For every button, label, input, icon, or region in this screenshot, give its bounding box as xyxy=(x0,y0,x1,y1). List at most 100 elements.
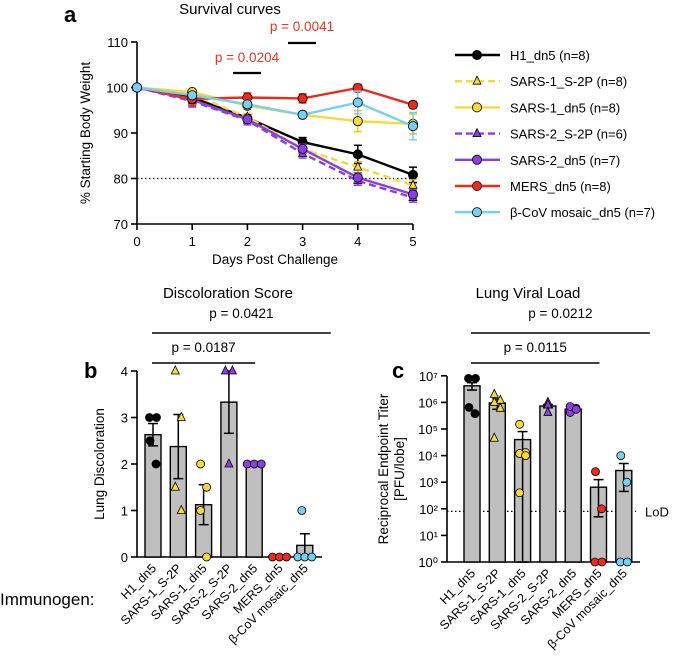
x-tick-label-a: 3 xyxy=(299,234,306,249)
data-point xyxy=(408,179,418,189)
data-point xyxy=(407,121,418,132)
y-tick-label-a: 80 xyxy=(114,172,128,187)
data-point xyxy=(616,451,626,461)
legend-marker xyxy=(471,102,482,113)
y-axis-title-c-line1: Reciprocal Endpoint Titer xyxy=(376,393,391,544)
y-tick-label-b: 3 xyxy=(121,411,128,426)
data-point xyxy=(353,161,363,171)
data-point xyxy=(170,481,180,491)
legend-marker xyxy=(472,75,482,85)
data-point xyxy=(515,419,524,429)
series-line xyxy=(136,86,414,106)
legend-marker xyxy=(472,127,482,138)
chart-title-b: Discoloration Score xyxy=(163,285,293,302)
data-point xyxy=(407,99,418,110)
legend-label: MERS_dn5 (n=8) xyxy=(510,179,611,194)
data-point xyxy=(152,413,161,422)
comparison-p-value: p = 0.0421 xyxy=(209,306,273,321)
data-point xyxy=(196,506,206,515)
bar-SARS-2_dn5 xyxy=(564,408,582,563)
y-tick-label-c: 10⁵ xyxy=(418,422,438,437)
y-tick-label-b: 1 xyxy=(121,504,128,519)
data-point xyxy=(220,365,231,375)
comparison-p-value: p = 0.0115 xyxy=(504,340,567,355)
y-tick-label-b: 2 xyxy=(121,457,128,472)
data-point xyxy=(471,373,480,383)
data-point xyxy=(224,458,234,468)
y-tick-label-c: 10² xyxy=(419,502,438,517)
chart-title-a: Survival curves xyxy=(179,1,281,18)
data-point xyxy=(297,143,308,154)
series-line xyxy=(136,86,414,128)
x-axis-title-a: Days Post Challenge xyxy=(212,252,338,267)
data-point xyxy=(521,451,530,461)
data-point xyxy=(242,114,253,125)
data-point xyxy=(176,411,186,421)
legend-label: β-CoV mosaic_dn5 (n=7) xyxy=(510,205,655,220)
y-tick-label-a: 70 xyxy=(114,217,128,232)
legend-label: SARS-2_dn5 (n=7) xyxy=(510,153,620,168)
data-point xyxy=(145,436,155,446)
y-tick-label-a: 110 xyxy=(107,35,128,50)
data-point xyxy=(352,172,363,183)
data-point xyxy=(591,467,600,477)
x-tick-label-a: 1 xyxy=(189,234,196,249)
comparison-p-value: p = 0.0187 xyxy=(172,340,236,355)
legend-label: SARS-2_S-2P (n=6) xyxy=(510,127,627,142)
data-point xyxy=(489,396,499,406)
data-point xyxy=(543,406,553,416)
data-point xyxy=(297,109,308,120)
data-point xyxy=(407,189,418,200)
data-point xyxy=(489,388,499,398)
lod-label: LoD xyxy=(645,504,669,519)
y-axis-title-b: Lung Discoloration xyxy=(92,408,107,520)
data-point xyxy=(196,459,206,469)
data-point xyxy=(256,459,266,469)
y-tick-label-c: 10⁰ xyxy=(418,555,438,570)
data-point xyxy=(622,477,632,487)
data-point xyxy=(227,365,238,375)
data-point xyxy=(407,169,418,180)
bar-H1_dn5 xyxy=(144,434,162,558)
data-point xyxy=(352,97,363,108)
x-tick-label-a: 4 xyxy=(354,234,361,249)
data-point xyxy=(307,552,317,562)
data-point xyxy=(202,552,212,562)
data-point xyxy=(515,488,524,498)
data-point xyxy=(282,552,291,562)
data-point xyxy=(464,402,474,412)
series-line xyxy=(136,86,414,176)
chart-title-c: Lung Viral Load xyxy=(476,285,581,302)
legend-marker xyxy=(471,207,482,218)
y-tick-label-c: 10¹ xyxy=(419,528,438,543)
data-point xyxy=(352,116,363,127)
legend-marker xyxy=(471,180,482,191)
x-tick-label-a: 2 xyxy=(244,234,251,249)
data-point xyxy=(187,90,198,101)
y-tick-label-c: 10³ xyxy=(419,475,438,490)
data-point xyxy=(352,149,363,160)
panel-label-a: a xyxy=(64,2,77,27)
data-point xyxy=(597,504,606,514)
legend-marker xyxy=(471,154,482,165)
data-point xyxy=(297,93,308,104)
legend-label: H1_dn5 (n=8) xyxy=(510,48,590,63)
data-point xyxy=(622,557,632,567)
immunogen-label: Immunogen: xyxy=(0,590,95,609)
data-point xyxy=(571,404,581,414)
bar-SARS-2_dn5 xyxy=(245,463,263,558)
data-point xyxy=(597,557,607,567)
legend-marker xyxy=(471,50,482,61)
legend-label: SARS-1_S-2P (n=8) xyxy=(510,74,627,89)
y-tick-label-c: 10⁴ xyxy=(418,449,438,464)
data-point xyxy=(470,409,480,418)
y-axis-title-c-line2: [PFU/lobe] xyxy=(392,437,407,501)
legend-label: SARS-1_dn5 (n=8) xyxy=(510,100,620,115)
data-point xyxy=(151,459,161,469)
y-tick-label-b: 0 xyxy=(121,550,128,565)
panel-label-c: c xyxy=(392,358,404,383)
p-value-annotation: p = 0.0041 xyxy=(270,19,334,34)
data-point xyxy=(176,504,186,514)
y-axis-title-a: % Starting Body Weight xyxy=(78,62,93,205)
